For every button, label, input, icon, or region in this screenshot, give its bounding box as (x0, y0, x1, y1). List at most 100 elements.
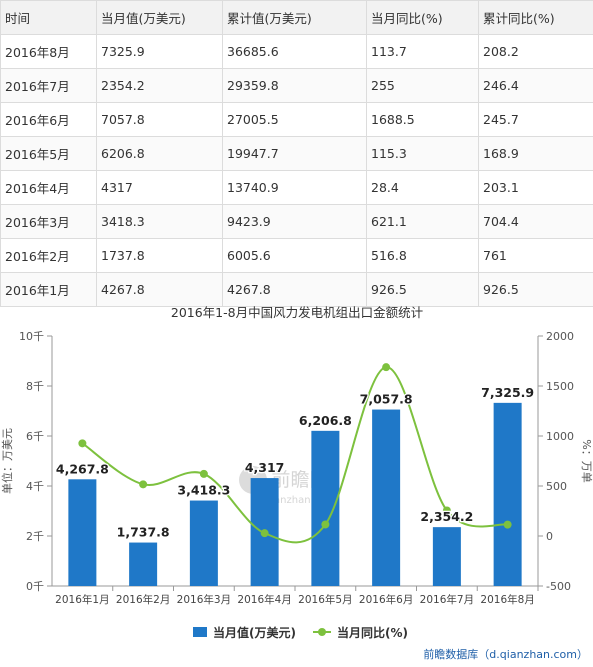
chart-title: 2016年1-8月中国风力发电机组出口金额统计 (171, 305, 423, 320)
line-point[interactable] (139, 480, 147, 488)
table-cell: 27005.5 (223, 103, 367, 137)
header-monthly-yoy: 当月同比(%) (367, 1, 479, 35)
table-cell: 2354.2 (97, 69, 223, 103)
bar[interactable] (372, 410, 400, 586)
bar-data-label: 7,057.8 (360, 392, 413, 407)
table-cell: 245.7 (479, 103, 593, 137)
y-tick-label: 8千 (26, 380, 44, 393)
header-monthly-value: 当月值(万美元) (97, 1, 223, 35)
table-cell: 29359.8 (223, 69, 367, 103)
y2-tick-label: -500 (546, 580, 571, 593)
table-cell: 115.3 (367, 137, 479, 171)
table-cell: 516.8 (367, 239, 479, 273)
header-cumulative-value: 累计值(万美元) (223, 1, 367, 35)
table-cell: 1737.8 (97, 239, 223, 273)
chart-container: 2016年1-8月中国风力发电机组出口金额统计 前瞻网 qianzhan.com… (0, 300, 593, 663)
bar-data-label: 1,737.8 (117, 525, 170, 540)
line-point[interactable] (261, 529, 269, 537)
table-cell: 2016年7月 (1, 69, 97, 103)
table-cell: 168.9 (479, 137, 593, 171)
bar-data-label: 6,206.8 (299, 413, 352, 428)
table-cell: 7057.8 (97, 103, 223, 137)
line-point[interactable] (200, 470, 208, 478)
x-tick-label: 2016年6月 (359, 593, 413, 606)
table-cell: 7325.9 (97, 35, 223, 69)
line-point[interactable] (382, 363, 390, 371)
bar-data-label: 4,267.8 (56, 461, 109, 476)
y-tick-label: 6千 (26, 430, 44, 443)
x-tick-label: 2016年4月 (237, 593, 291, 606)
table-cell: 2016年3月 (1, 205, 97, 239)
table-cell: 28.4 (367, 171, 479, 205)
x-tick-label: 2016年5月 (298, 593, 352, 606)
y-tick-label: 10千 (19, 330, 44, 343)
table-cell: 246.4 (479, 69, 593, 103)
legend-item-monthly-yoy[interactable]: 当月同比(%) (313, 625, 408, 640)
legend-swatch-point (318, 628, 326, 636)
y-axis-right-title: %：万单 (580, 439, 593, 482)
y-tick-label: 4千 (26, 480, 44, 493)
bar-data-label: 7,325.9 (481, 385, 534, 400)
chart-svg: 2016年1-8月中国风力发电机组出口金额统计 前瞻网 qianzhan.com… (0, 300, 593, 663)
y-tick-label: 2千 (26, 530, 44, 543)
table-cell: 2016年6月 (1, 103, 97, 137)
y2-tick-label: 1000 (546, 430, 574, 443)
y2-tick-label: 2000 (546, 330, 574, 343)
table-cell: 255 (367, 69, 479, 103)
table-cell: 2016年5月 (1, 137, 97, 171)
table-cell: 704.4 (479, 205, 593, 239)
bar[interactable] (190, 501, 218, 586)
bar-data-label: 4,317 (245, 460, 285, 475)
bar-data-label: 3,418.3 (177, 483, 230, 498)
table-cell: 1688.5 (367, 103, 479, 137)
legend-item-monthly-value[interactable]: 当月值(万美元) (193, 625, 296, 640)
line-point[interactable] (504, 521, 512, 529)
table-cell: 2016年8月 (1, 35, 97, 69)
header-cumulative-yoy: 累计同比(%) (479, 1, 593, 35)
x-tick-label: 2016年8月 (480, 593, 534, 606)
header-time: 时间 (1, 1, 97, 35)
bar[interactable] (433, 527, 461, 586)
data-table: 时间 当月值(万美元) 累计值(万美元) 当月同比(%) 累计同比(%) 201… (0, 0, 593, 307)
table-cell: 203.1 (479, 171, 593, 205)
y2-tick-label: 0 (546, 530, 553, 543)
line-point[interactable] (321, 520, 329, 528)
bar[interactable] (311, 431, 339, 586)
table-cell: 6206.8 (97, 137, 223, 171)
table-cell: 761 (479, 239, 593, 273)
x-tick-label: 2016年3月 (177, 593, 231, 606)
table-cell: 6005.6 (223, 239, 367, 273)
table-cell: 2016年4月 (1, 171, 97, 205)
source-note: 前瞻数据库（d.qianzhan.com） (423, 647, 588, 661)
legend-swatch-bar (193, 627, 207, 637)
y2-tick-label: 1500 (546, 380, 574, 393)
table-cell: 13740.9 (223, 171, 367, 205)
x-tick-label: 2016年7月 (420, 593, 474, 606)
legend: 当月值(万美元) 当月同比(%) (193, 625, 408, 640)
table-cell: 19947.7 (223, 137, 367, 171)
y-tick-label: 0千 (26, 580, 44, 593)
table-cell: 3418.3 (97, 205, 223, 239)
bar[interactable] (129, 543, 157, 586)
bar[interactable] (494, 403, 522, 586)
y-axis-left-title: 单位：万美元 (0, 428, 14, 494)
legend-label-monthly-value: 当月值(万美元) (213, 625, 296, 640)
table-cell: 36685.6 (223, 35, 367, 69)
table-cell: 113.7 (367, 35, 479, 69)
table-cell: 9423.9 (223, 205, 367, 239)
table-header-row: 时间 当月值(万美元) 累计值(万美元) 当月同比(%) 累计同比(%) (1, 1, 593, 35)
bar-data-label: 2,354.2 (420, 509, 473, 524)
table-cell: 621.1 (367, 205, 479, 239)
line-point[interactable] (78, 439, 86, 447)
legend-label-monthly-yoy: 当月同比(%) (337, 625, 408, 640)
x-tick-label: 2016年1月 (55, 593, 109, 606)
table-cell: 2016年2月 (1, 239, 97, 273)
x-tick-label: 2016年2月 (116, 593, 170, 606)
table-cell: 4317 (97, 171, 223, 205)
bar[interactable] (68, 479, 96, 586)
